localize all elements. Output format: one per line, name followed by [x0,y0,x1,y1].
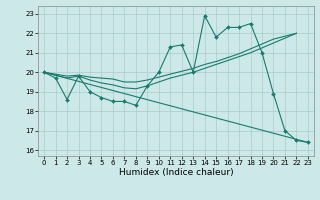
X-axis label: Humidex (Indice chaleur): Humidex (Indice chaleur) [119,168,233,177]
